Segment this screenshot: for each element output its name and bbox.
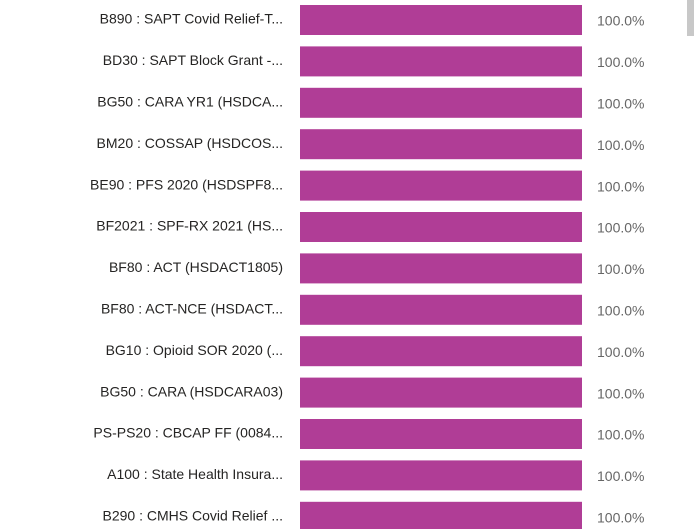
category-label: BF80 : ACT-NCE (HSDACT... [101,301,283,317]
bar [300,460,582,491]
bar [300,253,582,284]
value-label: 100.0% [597,220,644,236]
category-label: BE90 : PFS 2020 (HSDSPF8... [90,176,283,192]
bar [300,501,582,529]
value-label: 100.0% [597,427,644,443]
category-label: B290 : CMHS Covid Relief ... [102,508,283,524]
value-label: 100.0% [597,344,644,360]
value-label: 100.0% [597,510,644,526]
scrollbar[interactable] [687,0,694,36]
bar [300,170,582,201]
bar [300,87,582,118]
bar [300,419,582,449]
category-label: A100 : State Health Insura... [107,466,283,482]
category-label: BF2021 : SPF-RX 2021 (HS... [96,218,283,234]
value-label: 100.0% [597,96,644,112]
category-label: B890 : SAPT Covid Relief-T... [100,11,283,27]
bar [300,377,582,408]
category-label: BG10 : Opioid SOR 2020 (... [106,342,283,358]
category-label: BG50 : CARA (HSDCARA03) [100,383,283,399]
category-label: PS-PS20 : CBCAP FF (0084... [93,425,283,441]
bar [300,46,582,77]
value-label: 100.0% [597,261,644,277]
category-label: BM20 : COSSAP (HSDCOS... [97,135,283,151]
value-label: 100.0% [597,468,644,484]
value-label: 100.0% [597,178,644,194]
value-label: 100.0% [597,385,644,401]
bar [300,5,582,35]
value-label: 100.0% [597,54,644,70]
category-label: BF80 : ACT (HSDACT1805) [109,259,283,275]
value-label: 100.0% [597,13,644,29]
bar [300,212,582,242]
category-label: BG50 : CARA YR1 (HSDCA... [97,94,283,110]
value-label: 100.0% [597,303,644,319]
bar [300,129,582,160]
bar [300,336,582,367]
bar [300,294,582,325]
value-label: 100.0% [597,137,644,153]
category-label: BD30 : SAPT Block Grant -... [103,52,283,68]
